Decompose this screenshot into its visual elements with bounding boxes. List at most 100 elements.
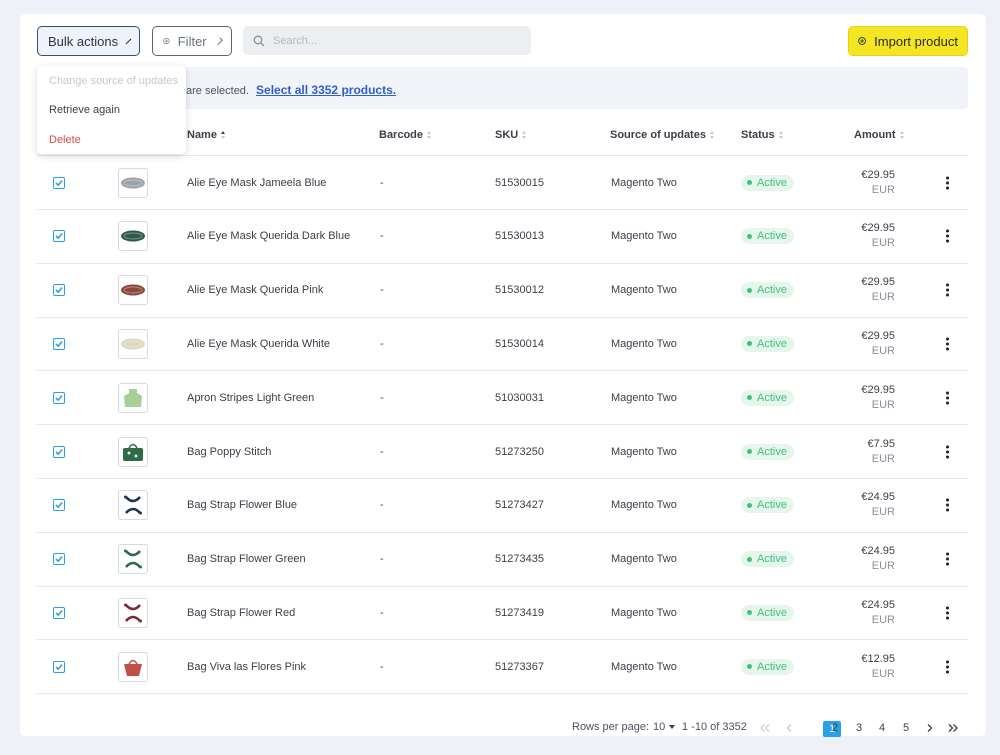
table-row[interactable]: Alie Eye Mask Querida Dark Blue - 515300…: [37, 210, 968, 264]
column-header-amount[interactable]: Amount: [854, 129, 905, 141]
product-source: Magento Two: [611, 337, 677, 350]
page-button-4[interactable]: 4: [879, 722, 886, 734]
first-page-icon[interactable]: [760, 724, 770, 732]
import-product-button[interactable]: Import product: [848, 26, 968, 56]
page-button-2[interactable]: 2: [832, 722, 839, 734]
product-price: €24.95: [861, 598, 895, 611]
rows-per-page[interactable]: Rows per page: 10: [572, 721, 676, 733]
column-header-barcode[interactable]: Barcode: [379, 129, 432, 141]
row-checkbox[interactable]: [53, 660, 65, 673]
row-checkbox[interactable]: [53, 391, 65, 404]
caret-down-icon: [669, 725, 676, 729]
product-name[interactable]: Bag Strap Flower Blue: [187, 499, 298, 512]
status-dot-icon: [747, 180, 752, 185]
product-thumbnail: [118, 221, 148, 252]
filter-button[interactable]: Filter: [152, 26, 232, 56]
select-all-link[interactable]: Select all 3352 products.: [256, 83, 397, 97]
product-name[interactable]: Bag Viva las Flores Pink: [187, 660, 307, 673]
product-price: €24.95: [861, 491, 895, 504]
product-barcode: -: [380, 445, 384, 458]
product-price: €12.95: [861, 652, 895, 665]
status-badge: Active: [741, 282, 794, 299]
page-button-1[interactable]: 1: [823, 721, 841, 737]
row-menu-icon[interactable]: [946, 391, 950, 405]
page-button-5[interactable]: 5: [903, 722, 910, 734]
plus-circle-icon: [163, 37, 170, 45]
product-name[interactable]: Bag Strap Flower Red: [187, 606, 296, 619]
column-header-name[interactable]: Name: [187, 129, 226, 141]
column-header-source[interactable]: Source of updates: [610, 129, 715, 141]
product-price: €7.95: [867, 437, 895, 450]
table-row[interactable]: Alie Eye Mask Querida White - 51530014 M…: [37, 317, 968, 372]
row-menu-icon[interactable]: [946, 337, 950, 351]
status-label: Active: [757, 553, 787, 566]
menu-item-retrieve-again[interactable]: Retrieve again: [49, 104, 120, 116]
product-name[interactable]: Apron Stripes Light Green: [187, 391, 315, 404]
row-checkbox[interactable]: [53, 553, 65, 566]
row-menu-icon[interactable]: [946, 552, 950, 566]
checkmark-icon: [55, 556, 63, 563]
column-header-status[interactable]: Status: [741, 129, 784, 141]
product-name[interactable]: Alie Eye Mask Querida Pink: [187, 284, 324, 297]
table-row[interactable]: Alie Eye Mask Jameela Blue - 51530015 Ma…: [37, 156, 968, 210]
product-name[interactable]: Alie Eye Mask Jameela Blue: [187, 176, 327, 189]
product-name[interactable]: Bag Strap Flower Green: [187, 553, 306, 566]
status-badge: Active: [741, 389, 794, 406]
row-menu-icon[interactable]: [946, 660, 950, 674]
menu-item-delete[interactable]: Delete: [49, 134, 81, 146]
product-name[interactable]: Alie Eye Mask Querida Dark Blue: [187, 230, 351, 243]
product-currency: EUR: [871, 398, 895, 411]
product-currency: EUR: [871, 560, 895, 573]
checkmark-icon: [55, 502, 63, 509]
table-row[interactable]: Bag Strap Flower Green - 51273435 Magent…: [37, 533, 968, 587]
product-name[interactable]: Alie Eye Mask Querida White: [187, 337, 331, 350]
status-dot-icon: [747, 341, 752, 347]
row-checkbox[interactable]: [53, 499, 65, 512]
bulk-actions-menu: Change source of updates Retrieve again …: [37, 66, 186, 154]
row-menu-icon[interactable]: [946, 176, 950, 189]
table-row[interactable]: Bag Viva las Flores Pink - 51273367 Mage…: [37, 640, 968, 695]
row-menu-icon[interactable]: [946, 606, 950, 620]
prev-page-icon[interactable]: [786, 724, 792, 732]
product-thumbnail: [118, 275, 148, 306]
product-thumbnail: [118, 490, 148, 521]
product-name[interactable]: Bag Poppy Stitch: [187, 445, 272, 458]
table-row[interactable]: Apron Stripes Light Green - 51030031 Mag…: [37, 371, 968, 426]
row-checkbox[interactable]: [53, 230, 65, 243]
status-label: Active: [757, 391, 787, 404]
search-input[interactable]: [273, 34, 513, 47]
product-sku: 51273435: [495, 553, 544, 566]
row-checkbox[interactable]: [53, 284, 65, 297]
product-source: Magento Two: [611, 499, 677, 512]
table-row[interactable]: Bag Strap Flower Blue - 51273427 Magento…: [37, 479, 968, 533]
table-row[interactable]: Alie Eye Mask Querida Pink - 51530012 Ma…: [37, 264, 968, 318]
row-checkbox[interactable]: [53, 606, 65, 619]
row-menu-icon[interactable]: [946, 498, 950, 512]
table-row[interactable]: Bag Strap Flower Red - 51273419 Magento …: [37, 586, 968, 641]
filter-label: Filter: [177, 33, 207, 49]
row-menu-icon[interactable]: [946, 283, 950, 297]
status-badge: Active: [741, 228, 794, 245]
bulk-actions-button[interactable]: Bulk actions: [37, 26, 140, 56]
status-dot-icon: [747, 610, 752, 616]
page-button-3[interactable]: 3: [856, 722, 863, 734]
column-header-sku[interactable]: SKU: [495, 129, 527, 141]
product-barcode: -: [380, 606, 384, 619]
next-page-icon[interactable]: [927, 724, 933, 732]
row-checkbox[interactable]: [53, 337, 65, 350]
column-header-label: SKU: [495, 129, 519, 141]
row-checkbox[interactable]: [53, 176, 65, 189]
table-row[interactable]: Bag Poppy Stitch - 51273250 Magento Two …: [37, 425, 968, 479]
product-sku: 51273367: [495, 660, 544, 673]
product-barcode: -: [380, 284, 384, 297]
product-barcode: -: [380, 391, 384, 404]
selection-count-text: are selected.: [186, 85, 249, 97]
row-menu-icon[interactable]: [946, 229, 950, 243]
product-sku: 51530015: [495, 176, 544, 189]
row-menu-icon[interactable]: [946, 445, 950, 458]
selection-banner: are selected. Select all 3352 products.: [37, 67, 968, 109]
plus-circle-icon: [858, 37, 866, 45]
row-checkbox[interactable]: [53, 445, 65, 458]
status-label: Active: [757, 606, 787, 619]
last-page-icon[interactable]: [948, 724, 958, 732]
